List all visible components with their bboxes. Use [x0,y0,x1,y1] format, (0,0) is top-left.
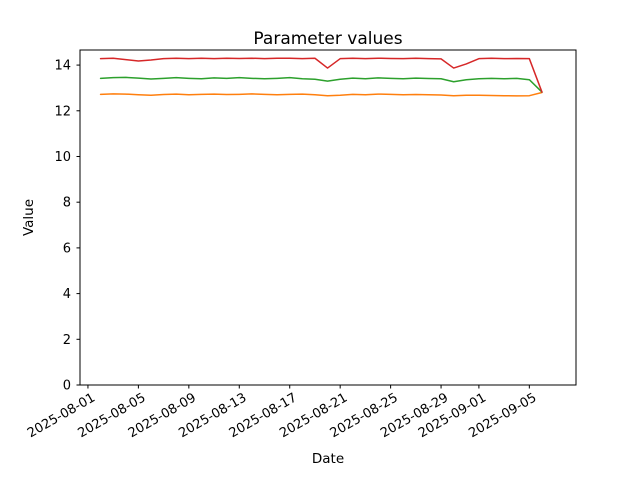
y-tick-label: 2 [63,333,71,348]
y-tick-label: 6 [63,241,71,256]
plot-area [79,49,577,386]
chart-title: Parameter values [253,29,402,49]
line-series-orange [99,91,543,97]
series-lines [99,57,543,97]
x-axis-label: Date [312,451,344,467]
line-series-green [99,76,543,93]
y-tick-label: 0 [63,379,71,394]
y-tick-label: 10 [54,150,71,165]
y-axis: 0 2 4 6 8 10 12 14 [54,59,80,394]
line-series-red [99,57,543,93]
x-axis: 2025-08-012025-08-052025-08-092025-08-13… [25,385,539,441]
y-tick-label: 12 [54,104,71,119]
y-tick-label: 4 [63,287,71,302]
y-tick-label: 14 [54,59,71,74]
y-tick-label: 8 [63,196,71,211]
y-axis-label: Value [21,199,37,236]
